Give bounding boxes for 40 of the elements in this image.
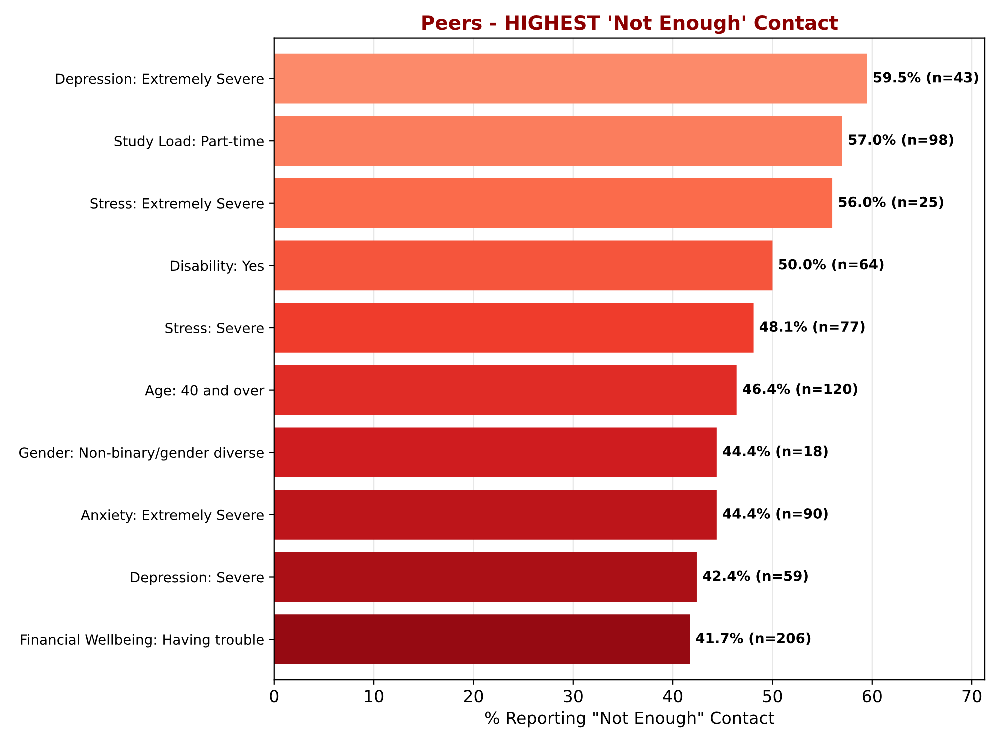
y-tick-label: Age: 40 and over — [145, 385, 265, 398]
bar — [274, 552, 697, 602]
x-axis-title: % Reporting "Not Enough" Contact — [485, 711, 775, 728]
x-tick-label: 60 — [862, 690, 882, 703]
bar — [274, 614, 690, 664]
data-label: 56.0% (n=25) — [839, 196, 944, 210]
data-label: 42.4% (n=59) — [703, 570, 808, 583]
y-tick-label: Depression: Severe — [131, 572, 264, 586]
bar — [274, 178, 833, 228]
y-tick-label: Depression: Extremely Severe — [56, 73, 264, 87]
bar — [274, 54, 868, 104]
y-tick-label: Study Load: Part-time — [114, 136, 264, 150]
y-tick-label: Gender: Non-binary/gender diverse — [20, 447, 264, 461]
data-label: 48.1% (n=77) — [760, 321, 865, 334]
y-tick-label: Stress: Extremely Severe — [90, 198, 264, 212]
data-label: 50.0% (n=64) — [779, 258, 884, 272]
x-tick-label: 50 — [763, 690, 782, 703]
y-tick-label: Stress: Severe — [166, 322, 264, 334]
x-tick-label: 20 — [464, 690, 484, 703]
bar — [274, 116, 842, 166]
bar — [274, 428, 717, 478]
y-tick-label: Anxiety: Extremely Severe — [81, 510, 264, 524]
x-tick-label: 10 — [365, 690, 384, 703]
y-tick-label: Financial Wellbeing: Having trouble — [21, 634, 264, 648]
data-label: 59.5% (n=43) — [874, 72, 978, 84]
data-label: 46.4% (n=120) — [743, 384, 858, 396]
data-label: 41.7% (n=206) — [696, 632, 811, 646]
bar — [274, 490, 717, 540]
data-label: 44.4% (n=90) — [723, 508, 828, 521]
x-tick-label: 70 — [962, 690, 982, 703]
x-tick-label: 30 — [564, 690, 583, 703]
data-label: 44.4% (n=18) — [723, 446, 828, 458]
x-tick-label: 40 — [663, 690, 683, 703]
bar — [274, 240, 773, 291]
x-tick-label: 0 — [270, 690, 279, 703]
bar — [274, 365, 737, 416]
data-label: 57.0% (n=98) — [849, 134, 954, 147]
chart-title: Peers - HIGHEST 'Not Enough' Contact — [422, 15, 838, 34]
bar — [274, 303, 754, 353]
y-tick-label: Disability: Yes — [171, 260, 264, 274]
